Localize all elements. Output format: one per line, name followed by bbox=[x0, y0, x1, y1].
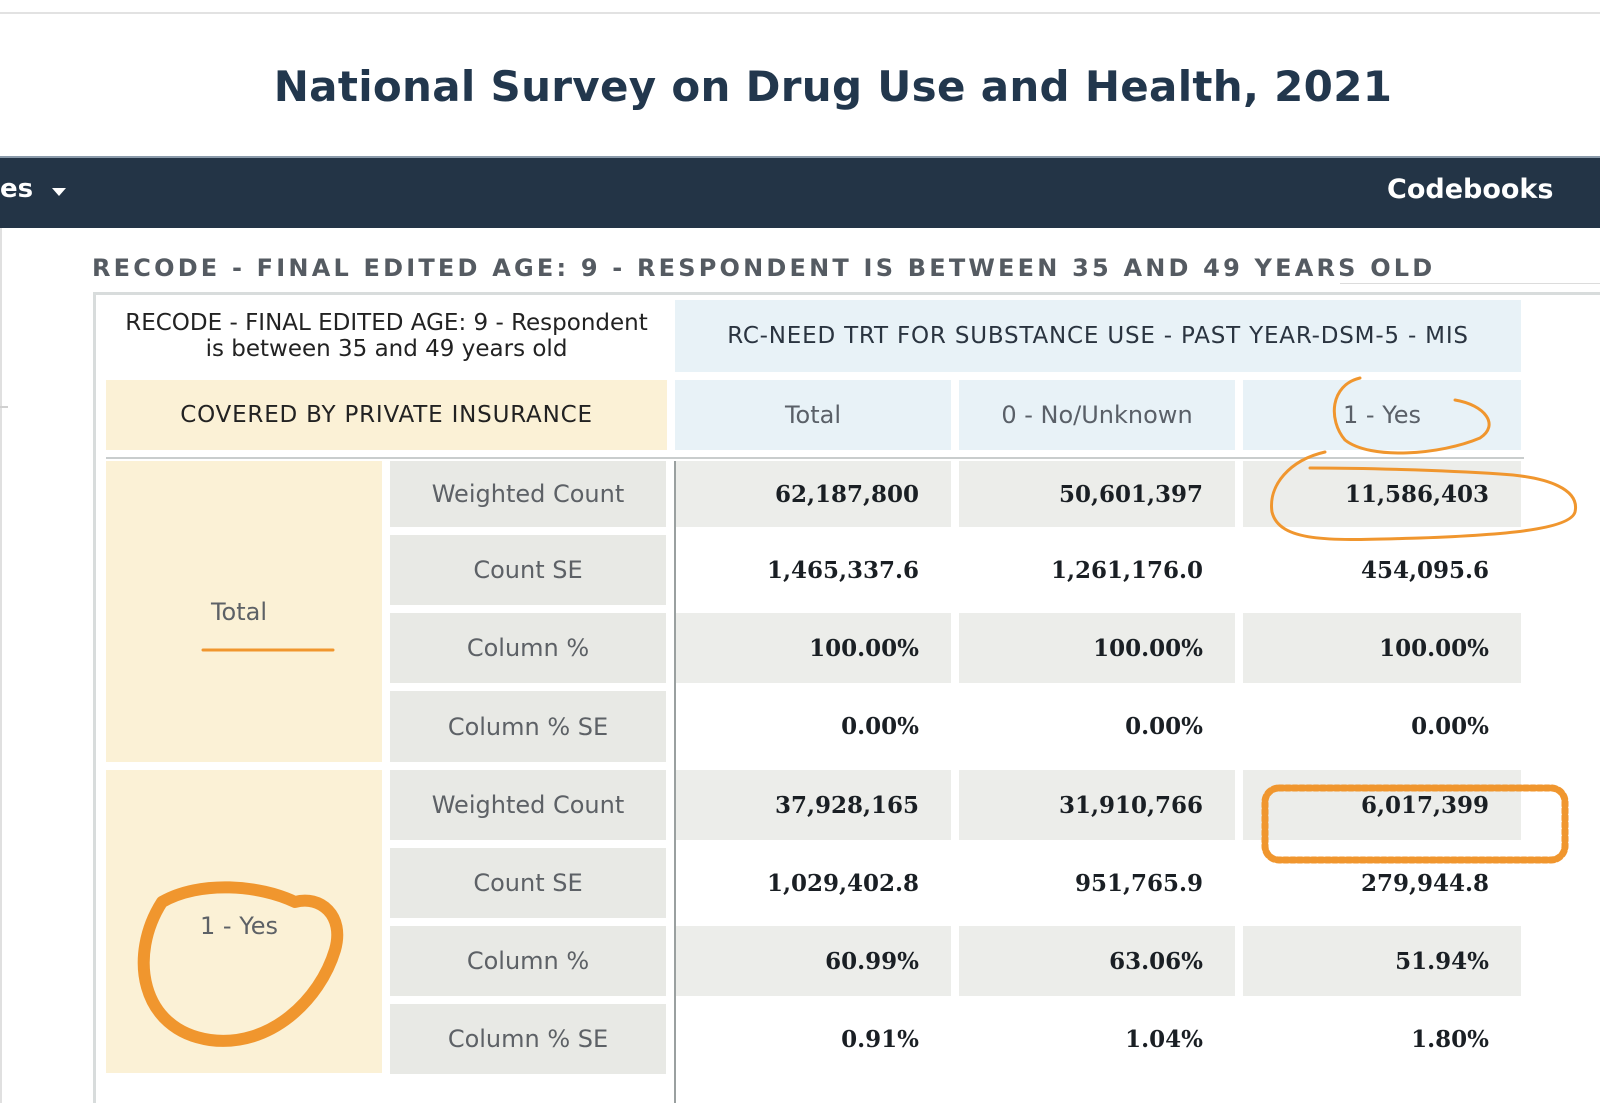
column-header-yes: 1 - Yes bbox=[1243, 380, 1521, 450]
stat-label: Column % SE bbox=[447, 712, 609, 741]
value-cell: 279,944.8 bbox=[1243, 848, 1521, 918]
column-header-label: 1 - Yes bbox=[1343, 401, 1421, 429]
stat-label-cell: Column % SE bbox=[390, 691, 666, 762]
value-cell: 0.00% bbox=[676, 691, 951, 762]
page-title: National Survey on Drug Use and Health, … bbox=[273, 62, 1393, 111]
value-cell: 951,765.9 bbox=[959, 848, 1235, 918]
stat-label: Count SE bbox=[473, 556, 583, 584]
top-divider bbox=[0, 12, 1600, 14]
value-cell: 60.99% bbox=[676, 926, 951, 996]
value-cell: 6,017,399 bbox=[1243, 770, 1521, 840]
column-header-no-unknown: 0 - No/Unknown bbox=[959, 380, 1235, 450]
stat-label: Weighted Count bbox=[431, 791, 625, 819]
value-cell: 11,586,403 bbox=[1243, 461, 1521, 527]
nav-menu-fragment[interactable]: es bbox=[0, 174, 34, 204]
value-cell: 454,095.6 bbox=[1243, 535, 1521, 605]
stat-value-divider bbox=[674, 461, 676, 1103]
chevron-down-icon[interactable] bbox=[52, 188, 66, 196]
value-cell: 63.06% bbox=[959, 926, 1235, 996]
header-divider bbox=[106, 457, 1524, 459]
left-panel-border bbox=[0, 228, 2, 1103]
column-header-label: 0 - No/Unknown bbox=[1001, 401, 1193, 429]
value-cell: 100.00% bbox=[1243, 613, 1521, 683]
group-cell-yes: 1 - Yes bbox=[106, 770, 382, 1073]
value-cell: 50,601,397 bbox=[959, 461, 1235, 527]
stat-label: Count SE bbox=[473, 869, 583, 897]
group-cell-total: Total bbox=[106, 461, 382, 762]
row-variable-label: COVERED BY PRIVATE INSURANCE bbox=[180, 402, 593, 428]
stat-label-cell: Weighted Count bbox=[390, 770, 666, 840]
stat-label-cell: Count SE bbox=[390, 848, 666, 918]
column-header-total: Total bbox=[675, 380, 951, 450]
value-cell: 51.94% bbox=[1243, 926, 1521, 996]
value-cell: 1,465,337.6 bbox=[676, 535, 951, 605]
stat-label: Column % SE bbox=[447, 1025, 609, 1053]
stat-label-cell: Column % SE bbox=[390, 1004, 666, 1074]
column-header-label: Total bbox=[784, 401, 842, 429]
codebooks-link[interactable]: Codebooks bbox=[1387, 174, 1554, 205]
section-heading: RECODE - FINAL EDITED AGE: 9 - RESPONDEN… bbox=[92, 254, 1436, 282]
stat-label-cell: Column % bbox=[390, 926, 666, 996]
filter-label: RECODE - FINAL EDITED AGE: 9 - Responden… bbox=[125, 310, 648, 362]
column-variable-cell: RC-NEED TRT FOR SUBSTANCE USE - PAST YEA… bbox=[675, 300, 1521, 372]
value-cell: 100.00% bbox=[676, 613, 951, 683]
navbar: es Codebooks bbox=[0, 156, 1600, 228]
stat-label-cell: Column % bbox=[390, 613, 666, 683]
value-cell: 37,928,165 bbox=[676, 770, 951, 840]
column-variable-label: RC-NEED TRT FOR SUBSTANCE USE - PAST YEA… bbox=[727, 323, 1469, 349]
value-cell: 0.00% bbox=[959, 691, 1235, 762]
value-cell: 0.91% bbox=[676, 1004, 951, 1074]
row-variable-cell: COVERED BY PRIVATE INSURANCE bbox=[106, 380, 667, 450]
value-cell: 1.80% bbox=[1243, 1004, 1521, 1074]
stat-label: Column % bbox=[466, 634, 590, 662]
filter-label-cell: RECODE - FINAL EDITED AGE: 9 - Responden… bbox=[106, 300, 667, 372]
value-cell: 100.00% bbox=[959, 613, 1235, 683]
value-cell: 1.04% bbox=[959, 1004, 1235, 1074]
value-cell: 31,910,766 bbox=[959, 770, 1235, 840]
group-label-yes: 1 - Yes bbox=[200, 911, 278, 940]
stat-label-cell: Count SE bbox=[390, 535, 666, 605]
value-cell: 0.00% bbox=[1243, 691, 1521, 762]
value-cell: 62,187,800 bbox=[676, 461, 951, 527]
stat-label: Column % bbox=[466, 947, 590, 975]
heading-underline bbox=[1340, 283, 1600, 284]
group-label-total: Total bbox=[210, 597, 268, 626]
stat-label: Weighted Count bbox=[431, 480, 625, 508]
value-cell: 1,261,176.0 bbox=[959, 535, 1235, 605]
left-panel-tick bbox=[0, 406, 8, 408]
stat-label-cell: Weighted Count bbox=[390, 461, 666, 527]
value-cell: 1,029,402.8 bbox=[676, 848, 951, 918]
